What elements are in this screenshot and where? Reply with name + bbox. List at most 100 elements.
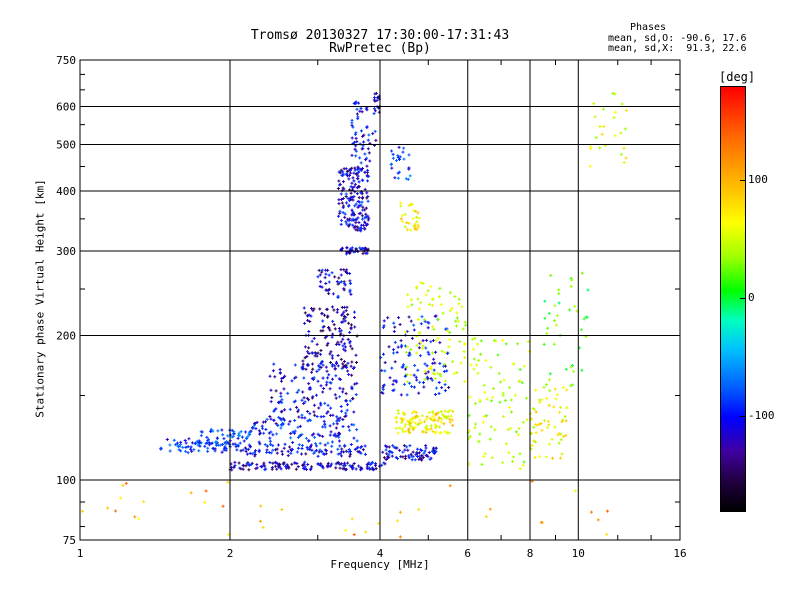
data-point: [333, 393, 337, 397]
chart-title: Tromsø 20130327 17:30:00-17:31:43: [250, 28, 510, 43]
data-point: [183, 439, 187, 443]
data-point: [413, 421, 417, 425]
data-point: [360, 247, 364, 251]
data-point: [328, 387, 332, 391]
y-tick-label: 750: [56, 54, 76, 67]
data-point: [340, 450, 344, 454]
data-point: [336, 452, 340, 456]
data-point: [329, 450, 333, 454]
data-point: [286, 449, 290, 453]
data-point: [325, 411, 329, 415]
data-point: [389, 162, 393, 166]
data-point: [360, 200, 364, 204]
data-point: [192, 448, 196, 452]
data-point: [464, 323, 468, 327]
data-point: [431, 414, 435, 418]
data-point: [468, 395, 472, 399]
data-point: [361, 205, 365, 209]
data-point: [265, 444, 269, 448]
data-point: [436, 419, 440, 423]
data-point: [390, 166, 394, 170]
data-point: [363, 152, 367, 156]
data-point: [351, 213, 355, 217]
data-point: [408, 431, 412, 435]
data-point: [620, 102, 624, 106]
data-point: [411, 411, 415, 415]
data-point: [249, 429, 253, 433]
data-point: [419, 301, 423, 305]
data-point: [330, 440, 334, 444]
data-point: [428, 302, 432, 306]
data-point: [407, 167, 411, 171]
data-point: [344, 309, 348, 313]
data-point: [574, 489, 578, 493]
data-point: [522, 364, 526, 368]
data-point: [399, 393, 403, 397]
data-point: [385, 445, 389, 449]
data-point: [357, 450, 361, 454]
data-point: [267, 450, 271, 454]
data-point: [275, 432, 279, 436]
data-point: [400, 365, 404, 369]
data-point: [401, 150, 405, 154]
data-point: [367, 216, 371, 220]
data-point: [462, 349, 466, 353]
data-point: [327, 280, 331, 284]
data-point: [353, 166, 357, 170]
data-point: [383, 361, 387, 365]
data-point: [350, 347, 354, 351]
data-point: [318, 284, 322, 288]
data-point: [341, 387, 345, 391]
data-point: [403, 344, 407, 348]
data-point: [291, 441, 295, 445]
data-point: [268, 439, 272, 443]
data-point: [340, 313, 344, 317]
data-point: [280, 449, 284, 453]
data-point: [350, 118, 354, 122]
data-point: [297, 434, 301, 438]
data-point: [396, 456, 400, 460]
data-point: [350, 517, 354, 521]
data-point: [564, 433, 568, 437]
data-point: [429, 365, 433, 369]
data-point: [430, 378, 434, 382]
data-point: [551, 456, 555, 460]
data-point: [364, 206, 368, 210]
y-tick-label: 400: [56, 185, 76, 198]
data-point: [557, 441, 561, 445]
data-point: [414, 375, 418, 379]
data-point: [341, 210, 345, 214]
data-point: [588, 164, 592, 168]
data-point: [346, 197, 350, 201]
data-point: [268, 374, 272, 378]
data-point: [436, 336, 440, 340]
data-point: [340, 447, 344, 451]
data-point: [293, 419, 297, 423]
data-point: [308, 445, 312, 449]
data-point: [348, 341, 352, 345]
data-point: [580, 368, 584, 372]
data-point: [445, 430, 449, 434]
data-point: [410, 420, 414, 424]
data-point: [471, 347, 475, 351]
data-point: [317, 268, 321, 272]
data-point: [306, 350, 310, 354]
data-point: [509, 426, 513, 430]
data-point: [355, 192, 359, 196]
data-point: [334, 426, 338, 430]
data-point: [373, 99, 377, 103]
data-point: [463, 356, 467, 360]
data-point: [416, 415, 420, 419]
data-point: [339, 168, 343, 172]
data-point: [361, 223, 365, 227]
data-point: [534, 440, 538, 444]
data-point: [428, 367, 432, 371]
data-point: [411, 455, 415, 459]
data-point: [343, 415, 347, 419]
data-point: [333, 275, 337, 279]
data-point: [345, 201, 349, 205]
data-point: [242, 439, 246, 443]
data-point: [347, 204, 351, 208]
data-point: [382, 383, 386, 387]
data-point: [322, 415, 326, 419]
